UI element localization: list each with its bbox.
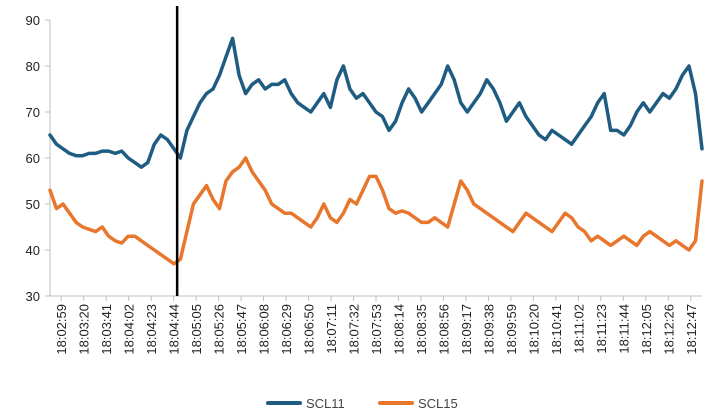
x-tick-label: 18:05:05 <box>189 304 204 355</box>
x-tick-label: 18:03:20 <box>77 304 92 355</box>
legend-label-scl11: SCL11 <box>306 396 345 411</box>
x-tick-label: 18:11:23 <box>594 304 609 354</box>
x-tick-label: 18:12:47 <box>684 304 699 355</box>
x-tick-label: 18:08:56 <box>436 304 451 355</box>
x-tick-label: 18:08:35 <box>414 304 429 355</box>
x-tick-label: 18:11:44 <box>616 304 631 354</box>
x-tick-label: 18:07:11 <box>324 304 339 354</box>
x-tick-label: 18:12:26 <box>661 304 676 355</box>
y-tick-label: 80 <box>26 59 40 74</box>
legend-label-scl15: SCL15 <box>418 396 458 411</box>
x-tick-label: 18:07:32 <box>347 304 362 355</box>
x-tick-label: 18:12:05 <box>639 304 654 355</box>
x-tick-label: 18:06:08 <box>257 304 272 355</box>
y-tick-label: 60 <box>26 151 40 166</box>
x-tick-label: 18:04:02 <box>122 304 137 355</box>
x-tick-label: 18:06:50 <box>302 304 317 355</box>
x-tick-label: 18:05:47 <box>234 304 249 355</box>
x-tick-label: 18:07:53 <box>369 304 384 355</box>
y-tick-label: 70 <box>26 105 40 120</box>
y-tick-label: 50 <box>26 197 40 212</box>
x-tick-label: 18:06:29 <box>279 304 294 355</box>
x-tick-label: 18:04:44 <box>167 304 182 355</box>
series-group <box>48 36 704 266</box>
x-tick-label: 18:09:59 <box>504 304 519 355</box>
x-tick-label: 18:11:02 <box>571 304 586 354</box>
x-tick-label: 18:10:41 <box>549 304 564 355</box>
axes: 30 40 50 60 70 80 90 18:02:59 18:03:20 18:03:41 18… <box>26 13 702 355</box>
y-tick-label: 90 <box>26 13 40 28</box>
x-tick-label: 18:04:23 <box>144 304 159 355</box>
x-tick-label: 18:09:17 <box>459 304 474 355</box>
x-tick-label: 18:08:14 <box>391 304 406 355</box>
x-tick-label: 18:03:41 <box>99 304 114 355</box>
x-tick-label: 18:05:26 <box>212 304 227 355</box>
x-tick-label: 18:09:38 <box>481 304 496 355</box>
y-tick-label: 40 <box>26 243 40 258</box>
y-tick-label: 30 <box>26 289 40 304</box>
series-line-scl11 <box>48 36 704 169</box>
x-tick-label: 18:10:20 <box>526 304 541 355</box>
x-tick-label: 18:02:59 <box>54 304 69 355</box>
series-line-scl15 <box>48 156 704 266</box>
legend: SCL11 SCL15 <box>266 396 458 411</box>
